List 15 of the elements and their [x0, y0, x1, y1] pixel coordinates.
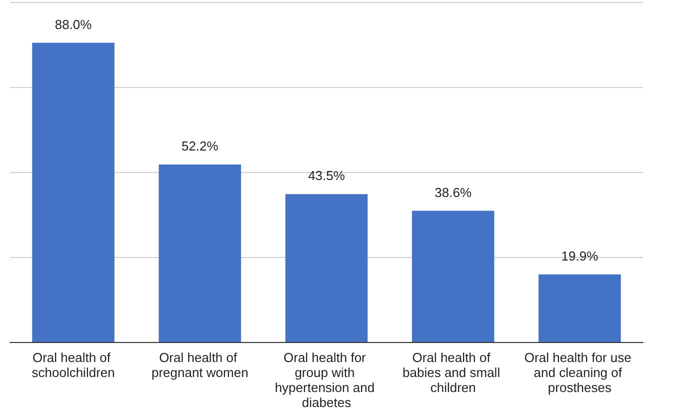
data-label: 19.9%	[561, 248, 599, 264]
data-label: 43.5%	[308, 168, 346, 184]
x-tick-label: Oral health for group with hypertension and diabetes	[274, 350, 378, 410]
data-label: 52.2%	[181, 138, 219, 154]
data-label: 38.6%	[434, 184, 472, 200]
bar	[158, 164, 242, 342]
data-label: 88.0%	[54, 16, 92, 32]
bar	[32, 42, 114, 342]
bar	[412, 210, 494, 342]
x-tick-label: Oral health of schoolchildren	[32, 350, 115, 380]
x-tick-label: Oral health for use and cleaning of prostheses	[524, 350, 635, 395]
x-tick-label: Oral health of pregnant women	[151, 350, 248, 380]
bar	[538, 274, 621, 342]
x-tick-label: Oral health of babies and small children	[402, 350, 504, 395]
bar	[285, 194, 368, 342]
